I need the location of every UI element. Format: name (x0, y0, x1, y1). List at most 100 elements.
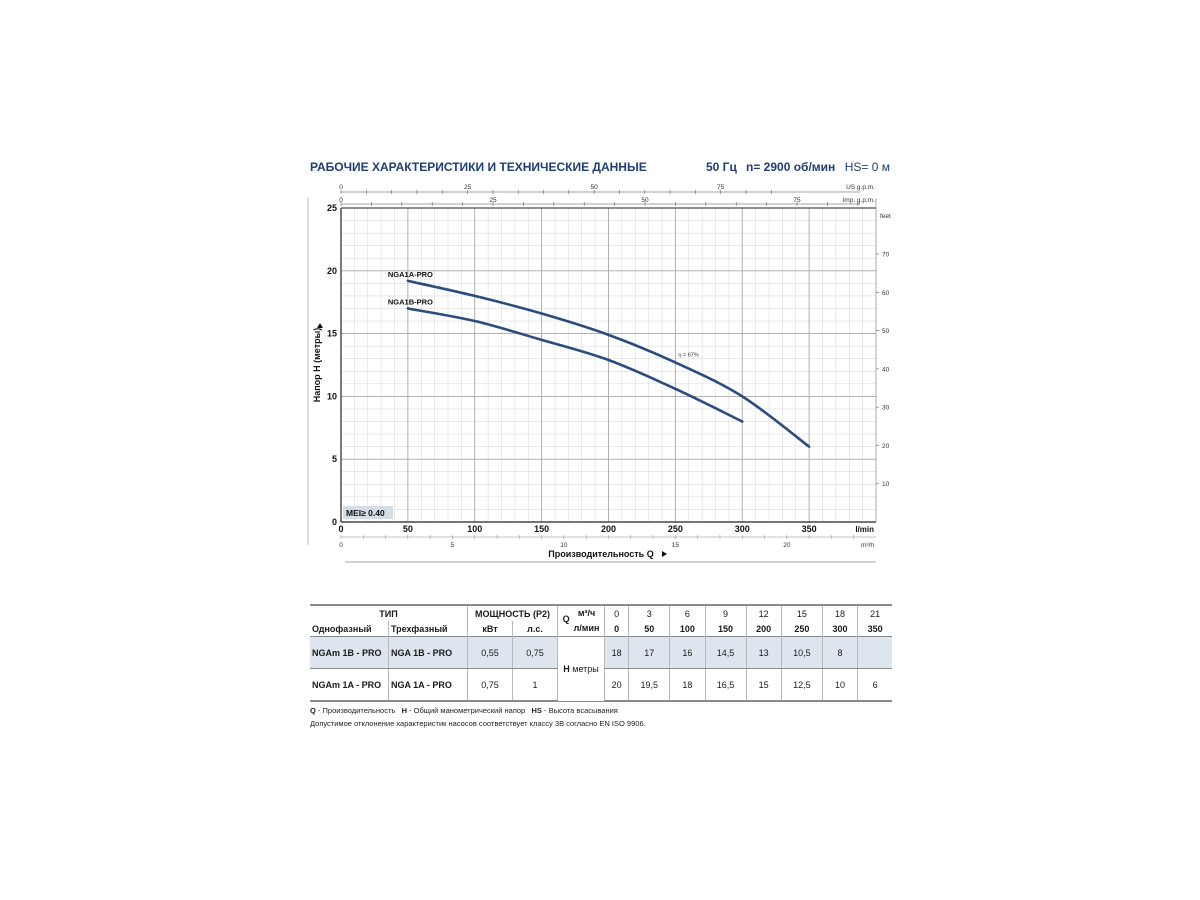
usgpm-tick-label: 25 (464, 184, 472, 191)
head-value (857, 636, 892, 669)
single-phase-header: Однофазный (312, 623, 372, 634)
mei-badge (343, 506, 393, 519)
head-value: 10 (821, 668, 858, 702)
head-value: 16 (669, 636, 706, 669)
head-value: 15 (745, 668, 782, 702)
q-m3h-cell: 18 (821, 605, 858, 621)
head-value: 10,5 (780, 636, 823, 669)
power-kw: 0,55 (467, 636, 513, 669)
q-m3h-cell: 3 (628, 605, 670, 621)
usgpm-tick-label: 75 (717, 184, 725, 191)
table-row: NGAm 1A - PRO NGA 1A - PRO 0,75 1 20 19,… (310, 668, 892, 702)
head-value: 14,5 (704, 636, 746, 669)
mei-badge-label: MEI≥ 0.40 (346, 508, 385, 518)
x-unit-label: l/min (855, 525, 874, 534)
feet-tick-label: 30 (882, 405, 890, 412)
head-value: 19,5 (628, 668, 670, 702)
head-value: 16,5 (704, 668, 746, 702)
q-lmin-cell: 0 (603, 621, 629, 637)
q-lmin-cell: 250 (780, 621, 823, 637)
type-header: ТИП (379, 608, 398, 619)
head-value: 18 (669, 668, 706, 702)
legend-hs-desc: - Высота всасывания (541, 706, 618, 715)
hp-header: л.с. (512, 621, 558, 637)
h-symbol: H (563, 663, 570, 674)
head-value: 12,5 (780, 668, 823, 702)
symbol-legend: Q - Производительность H - Общий маномет… (310, 706, 618, 715)
y-tick-label: 0 (332, 517, 337, 527)
q-lmin-cell: 150 (704, 621, 746, 637)
x-axis-title: Производительность Q (548, 549, 653, 559)
usgpm-tick-label: 50 (591, 184, 599, 191)
model-three-phase: NGA 1A - PRO (388, 668, 468, 702)
m3h-unit-label: m³/h (861, 542, 874, 549)
y-tick-label: 20 (327, 266, 337, 276)
q-m3h-cell: 21 (857, 605, 892, 621)
q-m3h-cell: 15 (780, 605, 823, 621)
usgpm-unit-label: US g.p.m. (846, 184, 875, 191)
table-row: NGAm 1B - PRO NGA 1B - PRO 0,55 0,75 H м… (310, 636, 892, 702)
q-header-cell: Qм³/ч л/мин (557, 605, 605, 637)
y-tick-label: 15 (327, 329, 337, 339)
x-tick-label: 150 (534, 524, 549, 534)
m3h-tick-label: 15 (672, 542, 680, 549)
impgpm-tick-label: 25 (489, 197, 497, 204)
suction-height-label: HS= 0 м (844, 160, 890, 174)
series-label: NGA1B-PRO (388, 297, 433, 306)
model-three-phase: NGA 1B - PRO (388, 636, 468, 669)
series-label: NGA1A-PRO (388, 270, 433, 279)
head-value: 20 (603, 668, 629, 702)
feet-tick-label: 20 (882, 443, 890, 450)
q-m3h-cell: 9 (704, 605, 746, 621)
power-header: МОЩНОСТЬ (P2) (467, 605, 558, 621)
feet-tick-label: 40 (882, 366, 890, 373)
three-phase-header: Трехфазный (388, 621, 468, 637)
model-single-phase: NGAm 1B - PRO (310, 636, 389, 669)
kw-header: кВт (467, 621, 513, 637)
head-value: 6 (857, 668, 892, 702)
h-unit: метры (572, 663, 599, 674)
y-tick-label: 5 (332, 454, 337, 464)
chart-header: РАБОЧИЕ ХАРАКТЕРИСТИКИ И ТЕХНИЧЕСКИЕ ДАН… (310, 160, 890, 178)
frequency-label: 50 Гц (706, 160, 737, 174)
y-tick-label: 10 (327, 391, 337, 401)
efficiency-annotation: η = 67% (678, 353, 698, 359)
m3h-tick-label: 0 (339, 542, 343, 549)
power-hp: 0,75 (512, 636, 558, 669)
spec-table: ТИП МОЩНОСТЬ (P2) Qм³/ч л/мин 0 3 6 9 12 … (310, 604, 892, 702)
legend-q-desc: - Производительность (315, 706, 396, 715)
head-value: 8 (821, 636, 858, 669)
legend-h-desc: - Общий манометрический напор (407, 706, 526, 715)
h-header-cell: H метры (557, 636, 605, 702)
feet-tick-label: 50 (882, 328, 890, 335)
usgpm-tick-label: 0 (339, 184, 343, 191)
m3h-tick-label: 5 (451, 542, 455, 549)
feet-tick-label: 70 (882, 252, 890, 259)
head-value: 17 (628, 636, 670, 669)
x-tick-label: 350 (802, 524, 817, 534)
q-m3h-cell: 0 (603, 605, 629, 621)
impgpm-tick-label: 75 (793, 197, 801, 204)
impgpm-unit-label: Imp. g.p.m. (842, 197, 875, 204)
power-hp: 1 (512, 668, 558, 702)
impgpm-tick-label: 50 (641, 197, 649, 204)
q-lmin-cell: 100 (669, 621, 706, 637)
x-tick-label: 100 (467, 524, 482, 534)
y-tick-label: 25 (327, 203, 337, 213)
q-m3h-cell: 12 (745, 605, 782, 621)
m3h-tick-label: 20 (783, 542, 791, 549)
series-line-nga1a-pro (406, 279, 811, 448)
q-symbol: Q (562, 614, 570, 625)
model-single-phase: NGAm 1A - PRO (310, 668, 389, 702)
x-tick-label: 300 (735, 524, 750, 534)
x-tick-label: 0 (338, 524, 343, 534)
y-axis-title: Напор H (метры) (312, 328, 322, 403)
legend-h-key: H (401, 706, 407, 715)
feet-tick-label: 60 (882, 290, 890, 297)
head-value: 18 (603, 636, 629, 669)
speed-label: n= 2900 об/мин (746, 160, 836, 174)
q-lmin-cell: 300 (821, 621, 858, 637)
x-tick-label: 250 (668, 524, 683, 534)
power-kw: 0,75 (467, 668, 513, 702)
